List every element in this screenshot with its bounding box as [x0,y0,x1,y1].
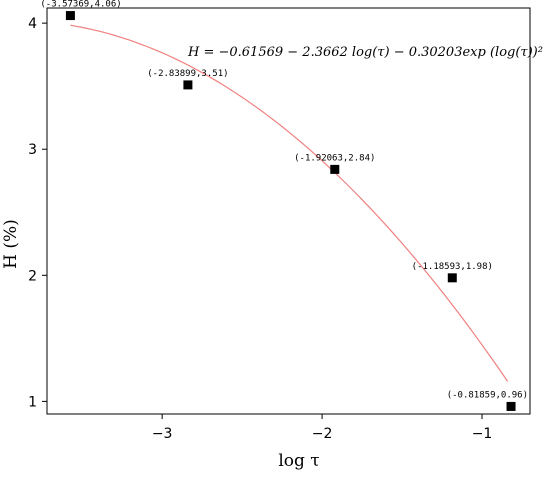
x-axis-title: log τ [278,451,319,471]
y-tick-label: 1 [28,394,37,410]
y-tick-label: 3 [28,142,37,158]
point-label: (-1.18593,1.98) [412,262,493,272]
point-label: (-1.92063,2.84) [294,153,375,163]
data-point [330,164,340,174]
y-axis-title: H (%) [1,219,21,269]
point-label: (-0.81859,0.96) [447,390,528,400]
fit-curve [70,24,509,382]
x-tick-label: −1 [472,426,493,442]
plot-frame [46,7,531,415]
point-label: (-2.83899,3.51) [147,69,228,79]
data-point [183,80,193,90]
point-label: (-3.57369,4.06) [40,0,121,10]
data-point [65,11,75,21]
y-tick-label: 2 [28,268,37,284]
data-point [506,401,516,411]
data-point [447,273,457,283]
points-layer: (-3.57369,4.06) (-2.83899,3.51) (-1.92063,… [40,0,528,411]
ticks-layer: −3 −2 −1 1 2 3 4 [28,16,492,442]
x-tick-label: −2 [312,426,333,442]
y-tick-label: 4 [28,16,37,32]
fit-equation: H = −0.61569 − 2.3662 log(τ) − 0.30203ex… [187,45,543,60]
x-tick-label: −3 [152,426,173,442]
